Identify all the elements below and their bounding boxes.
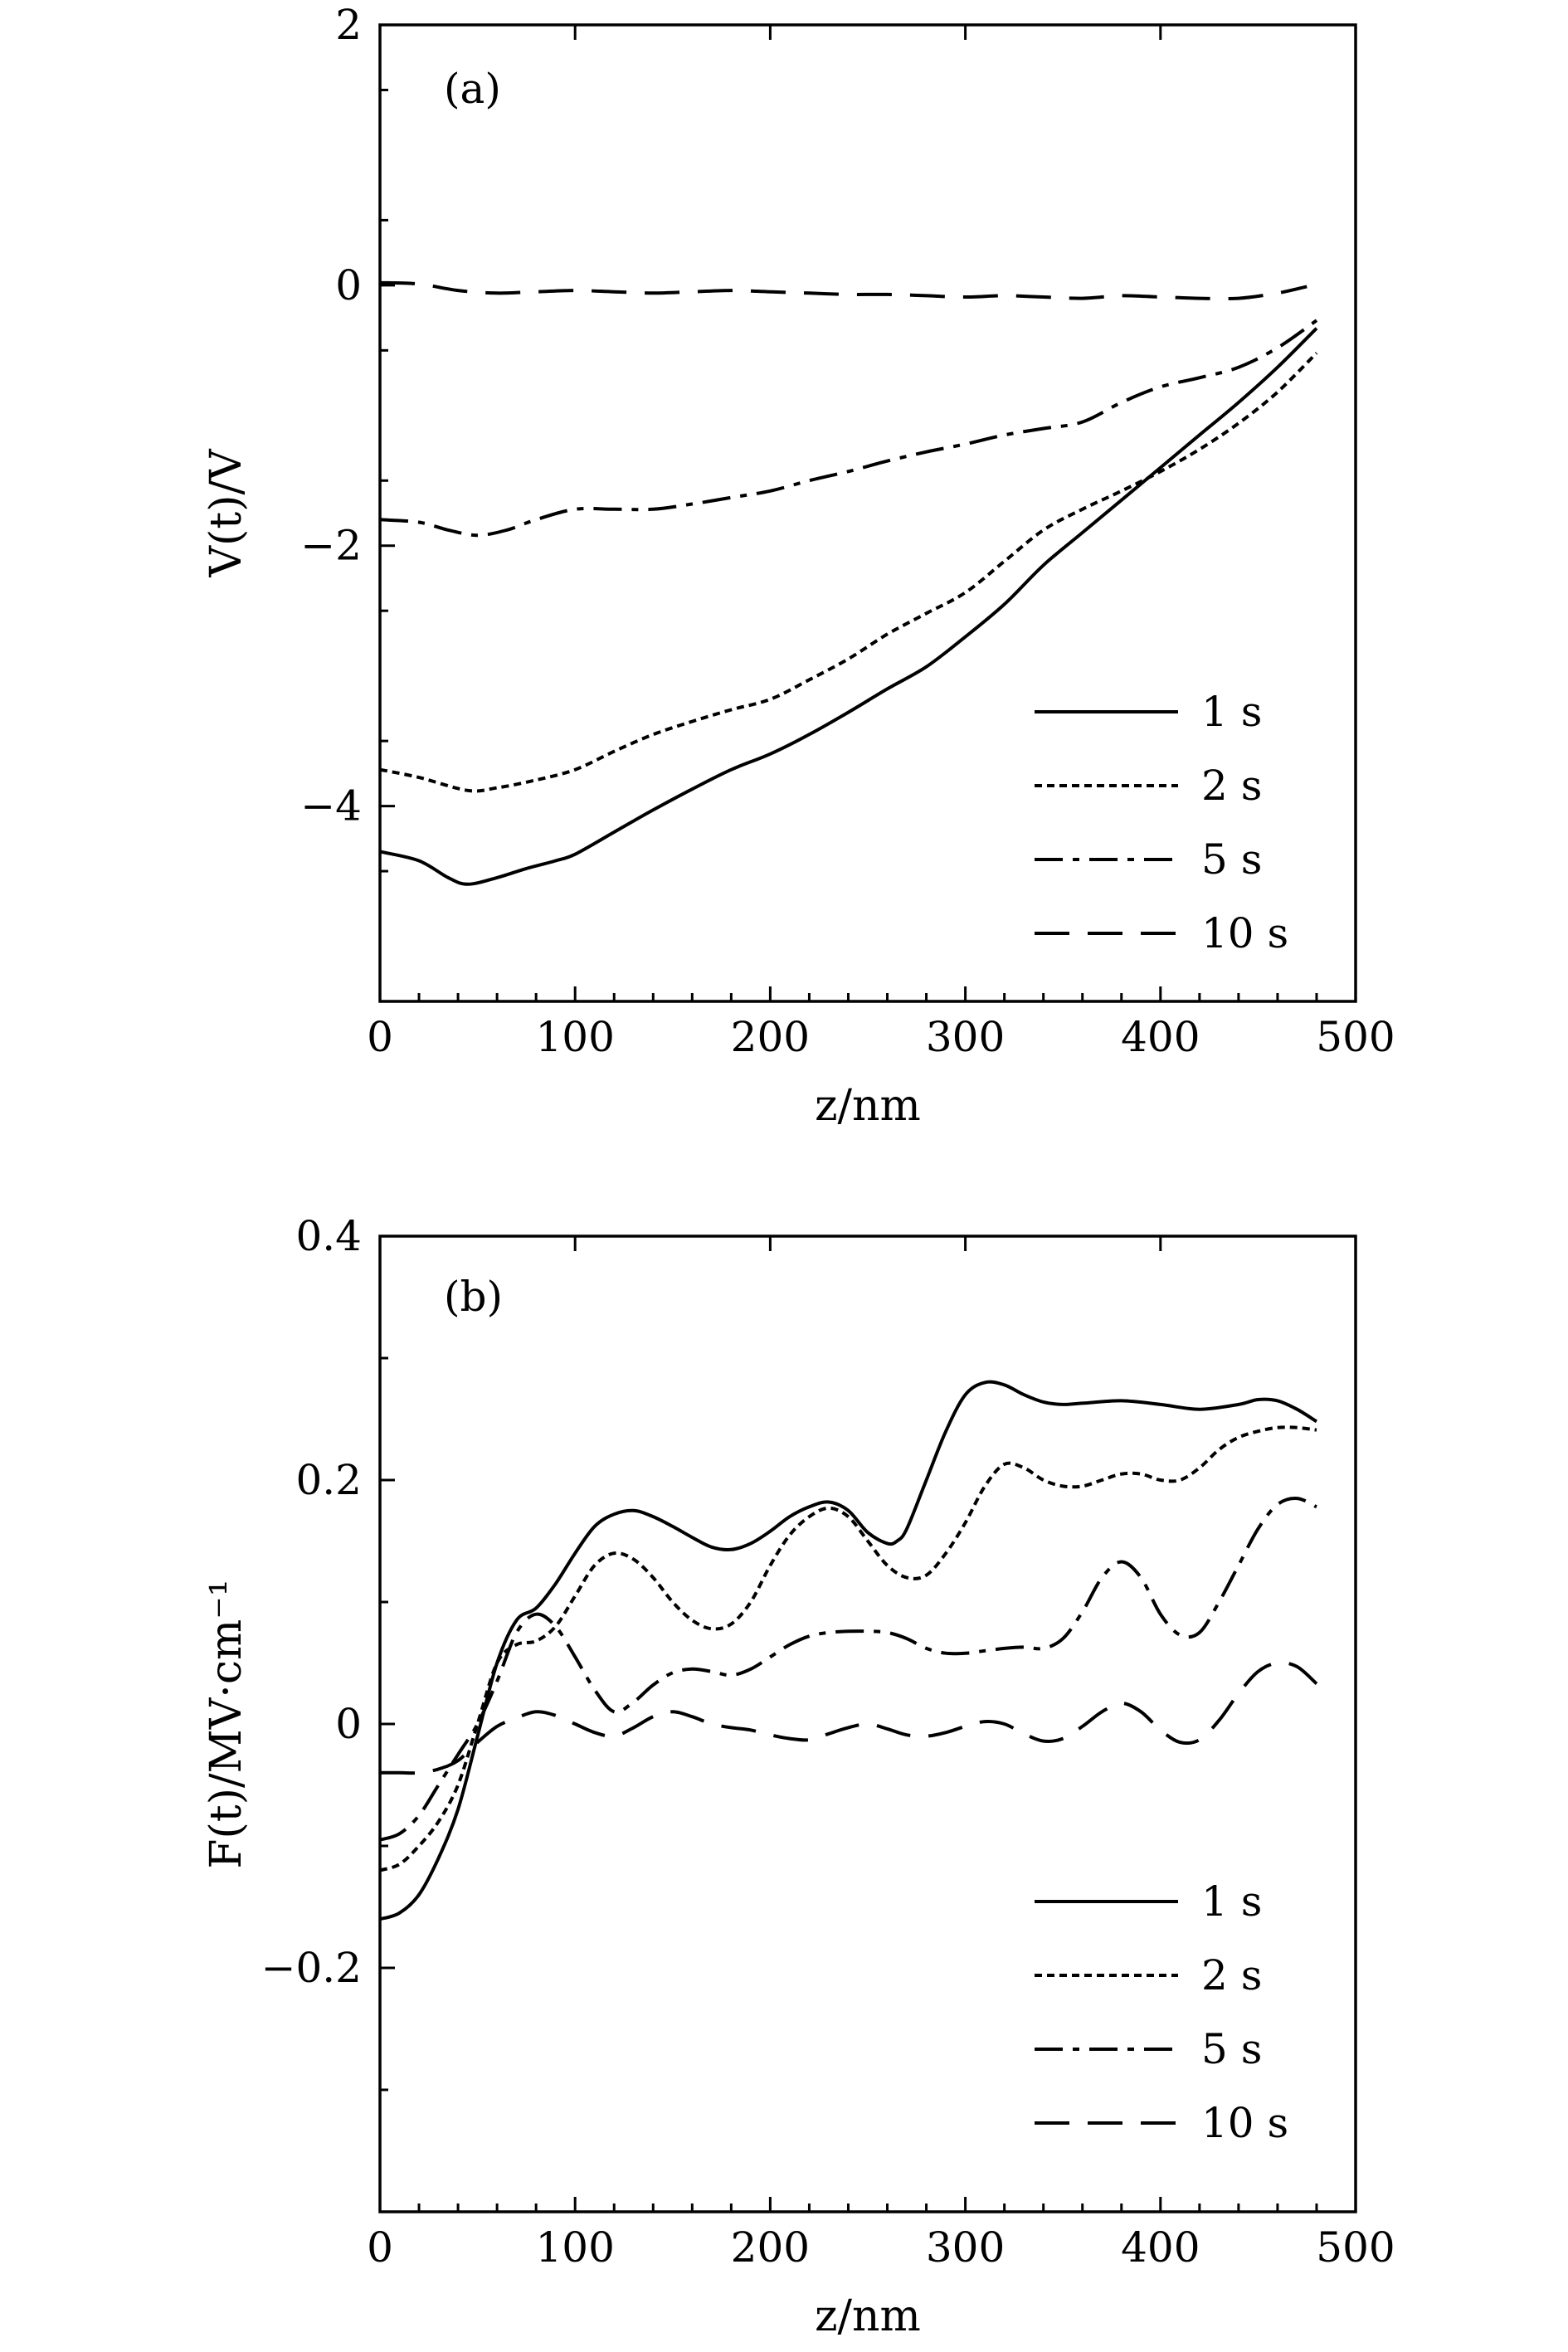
y-tick-label: 0.4 [295, 1212, 362, 1260]
panel-a: 0 100 200 300 400 500 2 0 −2 −4 z/nm V(t)/V (a) 1 s 2 … [202, 1, 1395, 1131]
plot-frame [378, 23, 1357, 1003]
y-tick-label: 2 [335, 1, 362, 49]
x-tick-label: 500 [1316, 1013, 1395, 1061]
series-line-1s [380, 327, 1318, 886]
legend-label: 10 s [1201, 2099, 1288, 2147]
panel-b: 0 100 200 300 400 500 0.4 0.2 0 −0.2 z/nm F(t)/MV·c… [202, 1212, 1395, 2341]
y-tick-label: 0 [335, 1700, 362, 1748]
x-tick-label: 100 [535, 2223, 614, 2272]
series-line-10s [380, 1661, 1318, 1775]
x-tick-label: 0 [367, 2223, 393, 2272]
x-tick-label: 300 [926, 2223, 1005, 2272]
legend-label: 1 s [1201, 688, 1262, 736]
y-tick-label: −4 [300, 782, 362, 830]
series-line-2s [380, 1425, 1317, 1872]
x-tick-label: 300 [926, 1013, 1005, 1061]
panel-label: (a) [444, 65, 501, 113]
x-tick-label: 200 [731, 2223, 810, 2272]
panel-label: (b) [444, 1273, 503, 1321]
legend-label: 2 s [1201, 762, 1262, 810]
series-line-10s [380, 280, 1307, 301]
y-axis-title: F(t)/MV·cm⁻¹ [202, 1579, 251, 1868]
series-line-5s [380, 319, 1318, 538]
x-tick-label: 400 [1121, 2223, 1200, 2272]
series-line-5s [380, 1497, 1317, 1842]
y-axis-title: V(t)/V [202, 448, 251, 578]
x-axis-title: z/nm [815, 1081, 921, 1131]
x-axis-title: z/nm [815, 2291, 921, 2341]
x-tick-label: 400 [1121, 1013, 1200, 1061]
x-tick-label: 500 [1316, 2223, 1395, 2272]
legend-label: 5 s [1201, 2025, 1262, 2073]
y-tick-label: 0.2 [295, 1456, 362, 1504]
y-tick-label: −2 [300, 522, 362, 570]
series-line-1s [380, 1380, 1318, 1921]
x-tick-label: 200 [731, 1013, 810, 1061]
legend-label: 2 s [1201, 1951, 1262, 1999]
legend-label: 10 s [1201, 909, 1288, 957]
x-tick-label: 100 [535, 1013, 614, 1061]
legend-label: 1 s [1201, 1877, 1262, 1926]
legend-label: 5 s [1201, 835, 1262, 884]
x-tick-label: 0 [367, 1013, 393, 1061]
y-tick-label: −0.2 [261, 1944, 362, 1992]
y-tick-label: 0 [335, 261, 362, 309]
series-line-2s [380, 352, 1318, 793]
